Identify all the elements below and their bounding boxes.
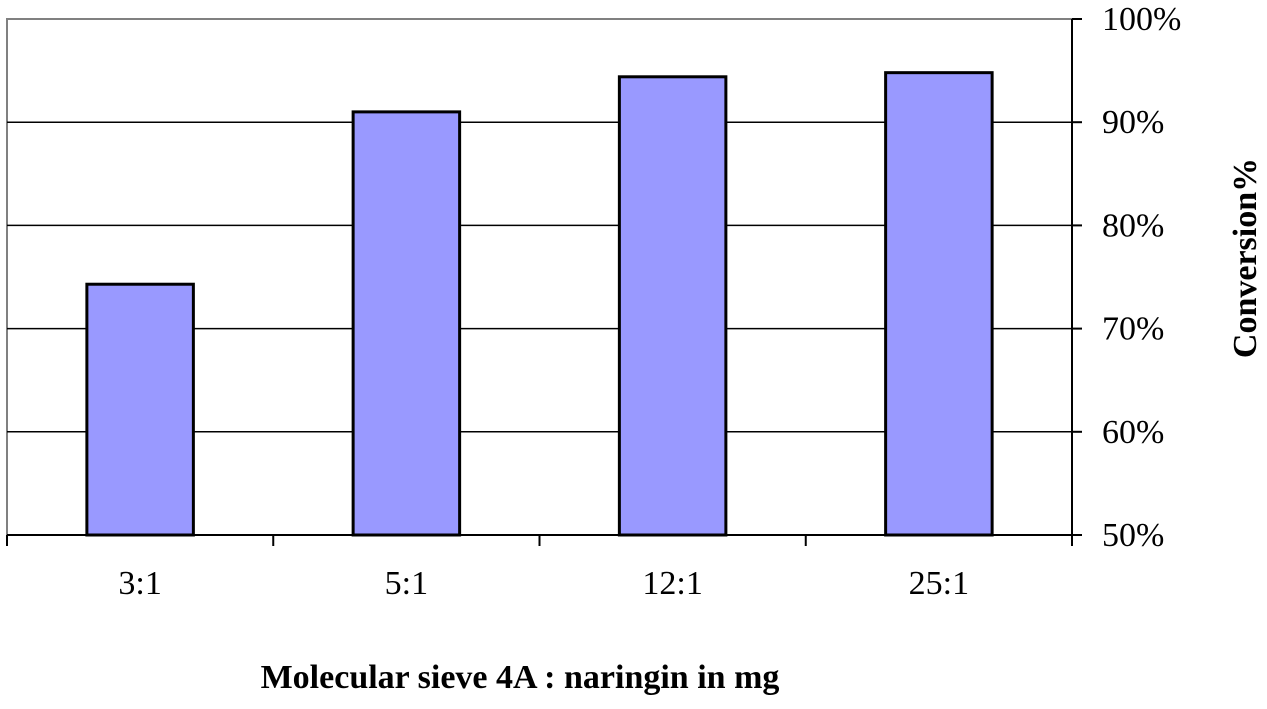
y-tick-label: 50% [1102,517,1164,554]
x-tick-label: 5:1 [385,565,428,602]
y-tick-label: 100% [1102,1,1181,38]
x-tick-label: 12:1 [642,565,702,602]
x-axis-title: Molecular sieve 4A : naringin in mg [261,659,780,696]
y-tick-label: 60% [1102,414,1164,451]
y-tick-label: 80% [1102,207,1164,244]
x-tick-label: 25:1 [909,565,969,602]
y-tick-label: 70% [1102,311,1164,348]
bar-25:1 [884,71,994,537]
bar-3:1 [85,282,195,537]
bar-5:1 [351,110,462,537]
y-tick-label: 90% [1102,104,1164,141]
plot-area-border [6,18,1072,535]
bars [85,71,994,537]
tick-labels: 3:1 5:1 12:1 25:1 50% 60% 70% 80% 90% 100% [118,1,1181,602]
bar-12:1 [617,75,728,537]
axes [6,18,1082,546]
y-axis-title: Conversion% [1227,158,1264,358]
x-tick-label: 3:1 [118,565,161,602]
